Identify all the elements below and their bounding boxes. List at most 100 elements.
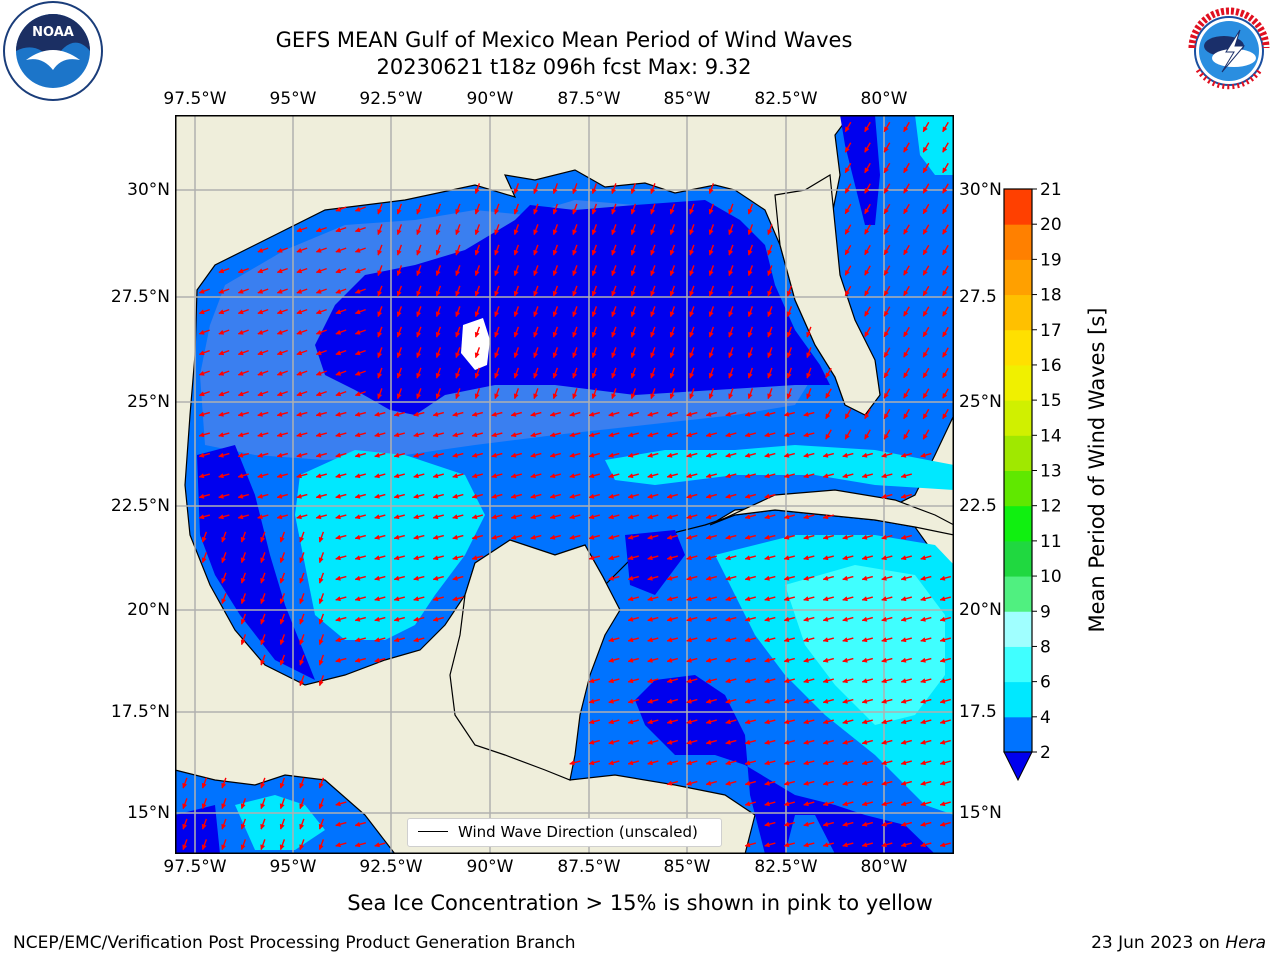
wind-arrow-head — [783, 657, 790, 663]
colorbar-tick-label: 11 — [1040, 532, 1062, 552]
wind-arrow-head — [318, 577, 324, 584]
wind-arrow-head — [299, 557, 305, 564]
wind-wave-arrows — [182, 121, 951, 851]
wind-arrow-head — [471, 534, 478, 540]
wind-arrow-head — [455, 290, 461, 297]
wind-arrow-head — [883, 433, 889, 440]
wind-arrow-head — [764, 493, 770, 499]
wind-arrow-head — [705, 637, 712, 643]
wind-arrow-head — [686, 657, 692, 663]
wind-arrow-head — [903, 392, 909, 399]
wind-arrow-head — [903, 310, 909, 317]
wind-arrow-head — [354, 596, 361, 602]
wind-arrow-head — [767, 372, 773, 379]
wind-arrow-head — [335, 247, 342, 253]
colorbar-extend-triangle — [1003, 751, 1033, 782]
wind-arrow-head — [218, 350, 225, 356]
wind-arrow-head — [783, 596, 790, 602]
wind-arrow-head — [844, 146, 850, 153]
wind-arrow-head — [825, 413, 831, 420]
wind-arrow-head — [803, 821, 809, 827]
wind-arrow-head — [354, 534, 361, 540]
lat-tick-left: 30°N — [127, 180, 170, 200]
lat-tick-left: 20°N — [127, 600, 170, 620]
wind-arrow-head — [240, 803, 246, 810]
wind-arrow-head — [627, 411, 634, 417]
wind-arrow-head — [240, 557, 246, 564]
wind-arrow-head — [435, 393, 441, 400]
wind-arrow-head — [630, 393, 636, 400]
wind-arrow-head — [315, 227, 322, 233]
wind-arrow-head — [530, 514, 536, 520]
wind-arrow-head — [861, 760, 868, 766]
colorbar-segment — [1004, 470, 1032, 507]
wind-arrow-head — [825, 392, 831, 399]
wind-arrow-head — [920, 780, 926, 786]
wind-arrow-head — [881, 801, 887, 807]
wind-arrow-head — [416, 352, 422, 359]
wind-arrow-head — [201, 844, 207, 851]
wind-arrow-head — [474, 229, 480, 236]
colorbar-segment — [1004, 611, 1032, 647]
wind-arrow-head — [257, 350, 264, 356]
wind-arrow-head — [764, 432, 770, 438]
wind-arrow-head — [494, 352, 500, 359]
wind-arrow-head — [335, 268, 342, 274]
wind-arrow-head — [767, 352, 773, 359]
wind-arrow-head — [939, 575, 946, 581]
wind-arrow-head — [608, 719, 614, 725]
wind-arrow-head — [608, 575, 614, 581]
wind-arrow-head — [864, 187, 870, 194]
wind-arrow-head — [257, 493, 263, 499]
wind-arrow-head — [666, 678, 673, 684]
wind-arrow-head — [299, 803, 305, 810]
wind-arrow-head — [260, 598, 266, 605]
wind-arrow-head — [903, 208, 909, 215]
wind-arrow-head — [260, 618, 266, 625]
wind-arrow-head — [881, 596, 887, 602]
wind-arrow-head — [822, 452, 829, 458]
wind-arrow-head — [728, 249, 734, 256]
wind-arrow-head — [552, 208, 558, 215]
wind-arrow-head — [686, 637, 692, 643]
wind-arrow-head — [276, 288, 283, 294]
nws-logo — [1182, 4, 1276, 98]
wind-arrow-head — [689, 229, 695, 236]
colorbar-tick-label: 2 — [1040, 743, 1051, 763]
wind-arrow-head — [630, 249, 636, 256]
wind-arrow-head — [240, 536, 246, 543]
wind-arrow-head — [299, 844, 305, 851]
wind-arrow-head — [861, 780, 868, 786]
wind-arrow-head — [530, 411, 536, 417]
colorbar-tick-label: 18 — [1040, 286, 1062, 306]
wind-arrow-head — [881, 575, 887, 581]
wind-arrow-head — [686, 739, 692, 745]
wind-arrow-head — [666, 739, 673, 745]
wind-arrow-head — [900, 616, 907, 622]
wind-arrow-head — [822, 596, 829, 602]
wind-arrow-head — [744, 616, 751, 622]
wind-arrow-head — [296, 227, 303, 233]
wind-arrow-head — [705, 432, 712, 438]
wind-arrow-head — [335, 534, 341, 540]
wind-arrow-head — [296, 288, 303, 294]
wind-arrow-head — [315, 288, 322, 294]
wind-arrow-head — [764, 719, 770, 725]
wind-arrow-head — [786, 352, 792, 359]
wind-arrow-head — [393, 493, 400, 499]
wind-arrow-head — [569, 411, 575, 417]
wind-arrow-head — [744, 637, 751, 643]
wind-arrow-head — [552, 229, 558, 236]
wind-arrow-head — [611, 372, 617, 379]
wind-arrow-head — [903, 290, 909, 297]
wind-arrow-head — [844, 187, 850, 194]
wind-arrow-head — [513, 290, 519, 297]
wind-arrow-head — [922, 351, 928, 358]
deep-blue-west — [197, 445, 315, 680]
wind-arrow-head — [803, 596, 809, 602]
wind-arrow-head — [842, 575, 848, 581]
cyan-caribbean-bright — [785, 565, 945, 725]
wind-arrow-head — [198, 370, 205, 376]
wind-arrow-head — [315, 370, 322, 376]
wind-arrow-head — [237, 288, 244, 294]
